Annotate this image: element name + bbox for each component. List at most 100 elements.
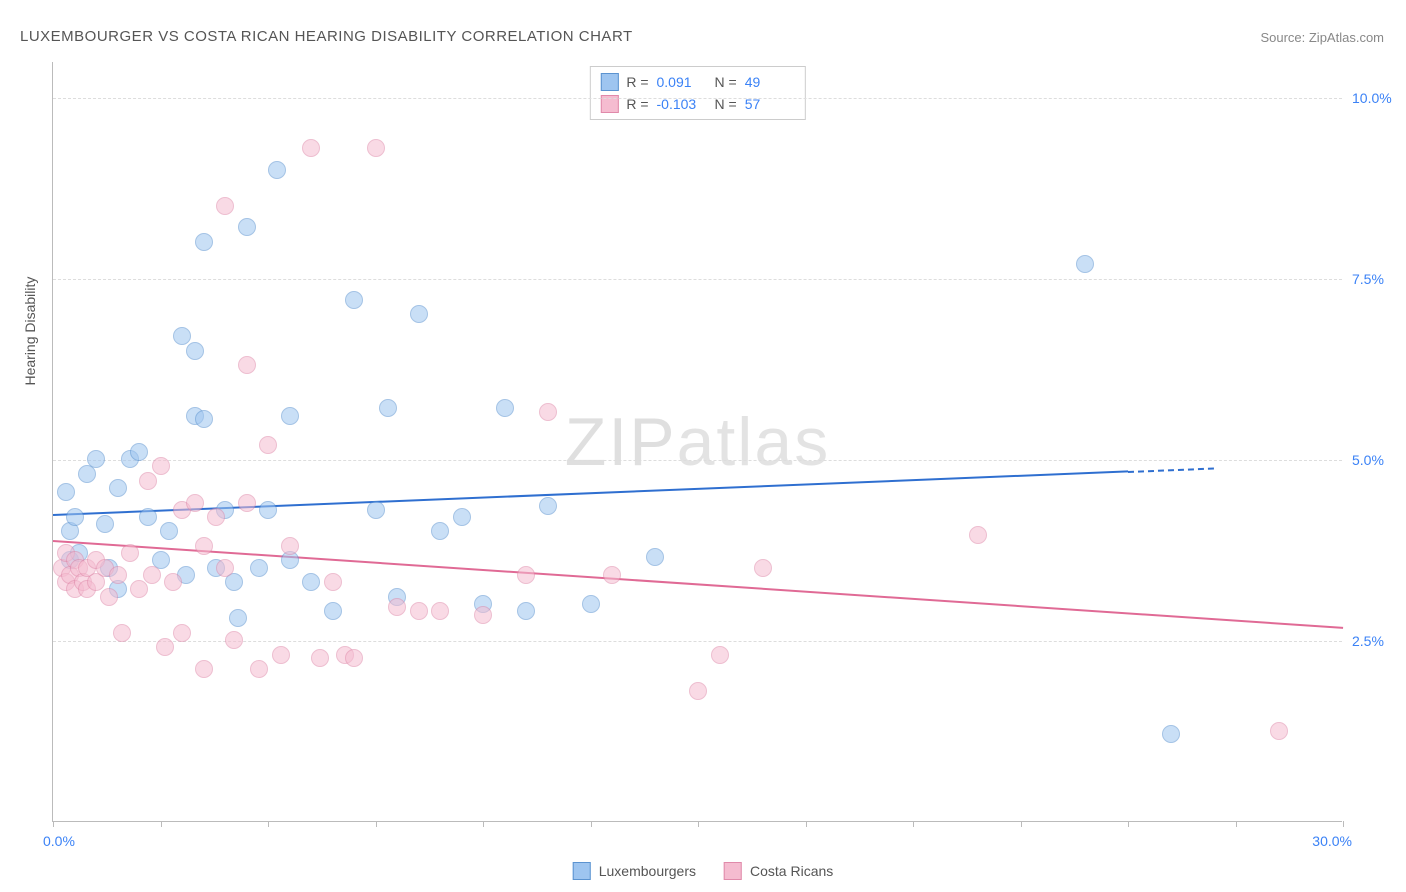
data-point xyxy=(1162,725,1180,743)
grid-line xyxy=(53,279,1342,280)
data-point xyxy=(259,436,277,454)
data-point xyxy=(603,566,621,584)
x-tick xyxy=(268,821,269,827)
data-point xyxy=(66,508,84,526)
data-point xyxy=(345,649,363,667)
data-point xyxy=(539,497,557,515)
data-point xyxy=(754,559,772,577)
data-point xyxy=(238,494,256,512)
regression-line xyxy=(1128,467,1214,472)
data-point xyxy=(216,559,234,577)
data-point xyxy=(969,526,987,544)
source-label: Source: ZipAtlas.com xyxy=(1260,30,1384,45)
x-tick xyxy=(1236,821,1237,827)
legend-label: Luxembourgers xyxy=(599,863,696,879)
legend-swatch xyxy=(600,73,618,91)
data-point xyxy=(100,588,118,606)
x-tick xyxy=(483,821,484,827)
data-point xyxy=(143,566,161,584)
data-point xyxy=(250,660,268,678)
data-point xyxy=(431,522,449,540)
data-point xyxy=(302,139,320,157)
grid-line xyxy=(53,98,1342,99)
stats-row: R =-0.103N =57 xyxy=(600,93,794,115)
data-point xyxy=(87,450,105,468)
data-point xyxy=(216,197,234,215)
stats-row: R =0.091N =49 xyxy=(600,71,794,93)
data-point xyxy=(324,602,342,620)
data-point xyxy=(186,494,204,512)
legend-swatch xyxy=(724,862,742,880)
x-tick xyxy=(1343,821,1344,827)
data-point xyxy=(379,399,397,417)
data-point xyxy=(453,508,471,526)
data-point xyxy=(109,479,127,497)
data-point xyxy=(388,598,406,616)
data-point xyxy=(311,649,329,667)
data-point xyxy=(250,559,268,577)
x-tick xyxy=(591,821,592,827)
legend-item: Luxembourgers xyxy=(573,862,696,880)
x-tick xyxy=(698,821,699,827)
grid-line xyxy=(53,641,1342,642)
data-point xyxy=(160,522,178,540)
watermark: ZIPatlas xyxy=(565,403,830,481)
data-point xyxy=(367,501,385,519)
data-point xyxy=(164,573,182,591)
data-point xyxy=(229,609,247,627)
watermark-bold: ZIP xyxy=(565,404,677,480)
data-point xyxy=(57,483,75,501)
data-point xyxy=(272,646,290,664)
legend-item: Costa Ricans xyxy=(724,862,833,880)
n-value: 49 xyxy=(745,74,795,90)
r-value: 0.091 xyxy=(657,74,707,90)
data-point xyxy=(281,537,299,555)
grid-line xyxy=(53,460,1342,461)
data-point xyxy=(173,327,191,345)
data-point xyxy=(130,443,148,461)
data-point xyxy=(496,399,514,417)
y-tick-label: 7.5% xyxy=(1352,271,1402,287)
x-tick xyxy=(806,821,807,827)
data-point xyxy=(517,566,535,584)
plot-area: ZIPatlas R =0.091N =49R =-0.103N =57 0.0… xyxy=(52,62,1342,822)
bottom-legend: Luxembourgers Costa Ricans xyxy=(573,862,834,880)
data-point xyxy=(121,544,139,562)
legend-label: Costa Ricans xyxy=(750,863,833,879)
data-point xyxy=(582,595,600,613)
chart-title: LUXEMBOURGER VS COSTA RICAN HEARING DISA… xyxy=(20,28,633,45)
data-point xyxy=(302,573,320,591)
y-tick-label: 2.5% xyxy=(1352,633,1402,649)
x-axis-max-label: 30.0% xyxy=(1312,833,1352,849)
data-point xyxy=(156,638,174,656)
watermark-thin: atlas xyxy=(677,404,831,480)
data-point xyxy=(410,305,428,323)
data-point xyxy=(259,501,277,519)
data-point xyxy=(173,624,191,642)
data-point xyxy=(345,291,363,309)
x-tick xyxy=(161,821,162,827)
data-point xyxy=(186,342,204,360)
x-tick xyxy=(376,821,377,827)
n-label: N = xyxy=(715,74,737,90)
data-point xyxy=(130,580,148,598)
data-point xyxy=(195,410,213,428)
data-point xyxy=(410,602,428,620)
x-tick xyxy=(913,821,914,827)
data-point xyxy=(238,356,256,374)
data-point xyxy=(238,218,256,236)
data-point xyxy=(1076,255,1094,273)
data-point xyxy=(96,515,114,533)
x-tick xyxy=(1128,821,1129,827)
y-tick-label: 10.0% xyxy=(1352,90,1402,106)
data-point xyxy=(207,508,225,526)
data-point xyxy=(109,566,127,584)
data-point xyxy=(324,573,342,591)
x-tick xyxy=(1021,821,1022,827)
data-point xyxy=(474,606,492,624)
x-axis-min-label: 0.0% xyxy=(43,833,75,849)
data-point xyxy=(646,548,664,566)
data-point xyxy=(225,631,243,649)
legend-swatch xyxy=(573,862,591,880)
data-point xyxy=(195,660,213,678)
